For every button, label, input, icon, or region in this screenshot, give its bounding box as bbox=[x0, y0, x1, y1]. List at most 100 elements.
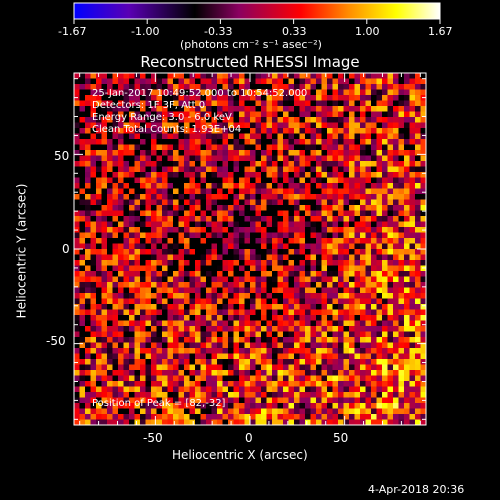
heatmap-cell bbox=[310, 419, 317, 426]
heatmap-cell bbox=[107, 210, 113, 217]
heatmap-cell bbox=[79, 337, 86, 343]
heatmap-cell bbox=[327, 304, 333, 310]
heatmap-cell bbox=[272, 386, 278, 393]
heatmap-cell bbox=[189, 397, 196, 404]
heatmap-cell bbox=[184, 386, 190, 393]
heatmap-cell bbox=[338, 117, 344, 123]
heatmap-cell bbox=[96, 95, 102, 101]
heatmap-cell bbox=[167, 216, 174, 222]
heatmap-cell bbox=[167, 221, 174, 228]
heatmap-cell bbox=[409, 117, 416, 123]
heatmap-cell bbox=[354, 392, 361, 398]
heatmap-cell bbox=[387, 172, 394, 178]
heatmap-cell bbox=[288, 188, 295, 195]
heatmap-cell bbox=[79, 320, 86, 327]
heatmap-cell bbox=[211, 150, 218, 156]
heatmap-cell bbox=[173, 419, 179, 426]
heatmap-cell bbox=[85, 304, 91, 310]
heatmap-cell bbox=[90, 375, 97, 382]
heatmap-cell bbox=[217, 287, 223, 294]
heatmap-cell bbox=[118, 139, 124, 145]
heatmap-cell bbox=[382, 73, 388, 79]
heatmap-cell bbox=[283, 216, 289, 222]
heatmap-cell bbox=[376, 381, 383, 387]
heatmap-cell bbox=[239, 84, 245, 90]
heatmap-cell bbox=[222, 326, 229, 332]
heatmap-cell bbox=[349, 172, 355, 178]
heatmap-cell bbox=[371, 84, 377, 90]
heatmap-cell bbox=[140, 309, 146, 316]
heatmap-cell bbox=[354, 403, 361, 409]
heatmap-cell bbox=[239, 111, 245, 118]
heatmap-cell bbox=[140, 414, 146, 420]
heatmap-cell bbox=[404, 386, 410, 393]
heatmap-cell bbox=[316, 221, 322, 228]
heatmap-cell bbox=[211, 282, 218, 288]
heatmap-cell bbox=[123, 403, 130, 409]
heatmap-cell bbox=[387, 287, 394, 294]
heatmap-cell bbox=[206, 359, 212, 365]
heatmap-cell bbox=[184, 188, 190, 195]
chart-title: Reconstructed RHESSI Image bbox=[140, 53, 360, 71]
heatmap-cell bbox=[228, 106, 234, 112]
heatmap-cell bbox=[266, 155, 273, 162]
heatmap-cell bbox=[332, 260, 339, 266]
heatmap-cell bbox=[415, 199, 421, 206]
heatmap-cell bbox=[173, 139, 179, 145]
heatmap-cell bbox=[244, 353, 251, 360]
heatmap-cell bbox=[283, 227, 289, 233]
heatmap-cell bbox=[167, 320, 174, 327]
heatmap-cell bbox=[217, 194, 223, 200]
heatmap-cell bbox=[332, 419, 339, 426]
heatmap-cell bbox=[261, 100, 267, 107]
heatmap-cell bbox=[365, 249, 372, 255]
heatmap-cell bbox=[206, 364, 212, 371]
heatmap-cell bbox=[206, 150, 212, 156]
heatmap-cell bbox=[321, 238, 328, 244]
colorbar-tick-label: 0.33 bbox=[282, 25, 307, 38]
heatmap-cell bbox=[354, 337, 361, 343]
heatmap-cell bbox=[206, 342, 212, 349]
heatmap-cell bbox=[404, 84, 410, 90]
heatmap-cell bbox=[332, 315, 339, 321]
heatmap-cell bbox=[239, 89, 245, 96]
heatmap-cell bbox=[200, 298, 207, 305]
heatmap-cell bbox=[151, 177, 157, 184]
heatmap-cell bbox=[195, 348, 201, 354]
heatmap-cell bbox=[107, 326, 113, 332]
heatmap-cell bbox=[189, 194, 196, 200]
heatmap-cell bbox=[415, 194, 421, 200]
heatmap-cell bbox=[420, 370, 427, 376]
heatmap-cell bbox=[272, 221, 278, 228]
heatmap-cell bbox=[200, 128, 207, 134]
heatmap-cell bbox=[415, 84, 421, 90]
heatmap-cell bbox=[85, 331, 91, 338]
heatmap-cell bbox=[167, 403, 174, 409]
heatmap-cell bbox=[233, 348, 240, 354]
heatmap-cell bbox=[184, 210, 190, 217]
heatmap-cell bbox=[283, 128, 289, 134]
heatmap-cell bbox=[294, 249, 300, 255]
heatmap-cell bbox=[415, 386, 421, 393]
heatmap-cell bbox=[145, 271, 152, 277]
heatmap-cell bbox=[272, 353, 278, 360]
heatmap-cell bbox=[398, 111, 405, 118]
heatmap-cell bbox=[310, 331, 317, 338]
heatmap-cell bbox=[294, 111, 300, 118]
heatmap-cell bbox=[173, 287, 179, 294]
heatmap-cell bbox=[327, 414, 333, 420]
heatmap-cell bbox=[96, 194, 102, 200]
heatmap-cell bbox=[118, 161, 124, 167]
heatmap-cell bbox=[101, 199, 108, 206]
heatmap-cell bbox=[387, 155, 394, 162]
heatmap-cell bbox=[393, 95, 399, 101]
heatmap-cell bbox=[167, 128, 174, 134]
heatmap-cell bbox=[156, 304, 163, 310]
heatmap-cell bbox=[305, 364, 311, 371]
heatmap-cell bbox=[250, 139, 256, 145]
heatmap-cell bbox=[420, 188, 427, 195]
heatmap-cell bbox=[101, 106, 108, 112]
heatmap-cell bbox=[145, 392, 152, 398]
heatmap-cell bbox=[398, 298, 405, 305]
heatmap-cell bbox=[409, 348, 416, 354]
